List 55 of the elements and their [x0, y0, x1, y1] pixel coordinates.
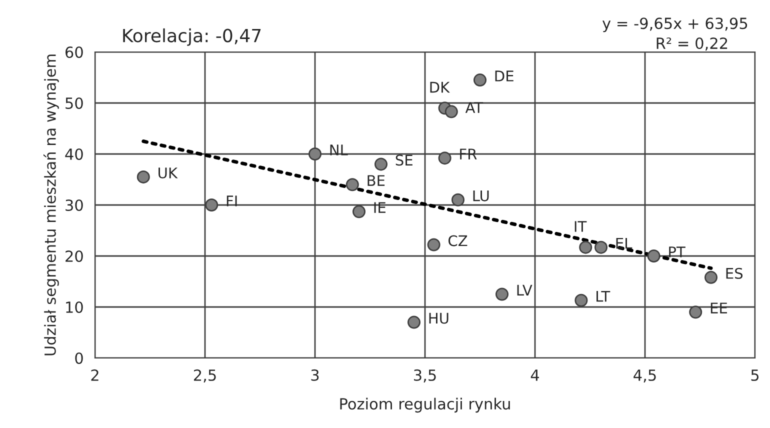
- text: R² = 0,22: [656, 37, 728, 51]
- point: [407, 316, 421, 329]
- x-tick-label: 3: [311, 369, 319, 381]
- point: [574, 294, 588, 307]
- annotation: HU: [429, 312, 448, 324]
- point: [594, 240, 608, 254]
- y-axis-title: Udział segmentu mieszkań na wynajem: [43, 54, 59, 356]
- point: [495, 288, 509, 301]
- point: [374, 158, 388, 171]
- annotation: LV: [517, 284, 532, 296]
- x-tick-label: 5: [751, 370, 759, 381]
- y-tick-label: 10: [66, 301, 83, 314]
- annotation: LU: [473, 190, 489, 202]
- text: y = -9,65x + 63,95: [602, 18, 748, 32]
- annotation: BE: [368, 175, 385, 186]
- point: [205, 198, 218, 212]
- y-tick-label: 50: [66, 97, 83, 110]
- y-tick-label: 60: [66, 46, 83, 58]
- point: [136, 170, 150, 184]
- point: [689, 306, 702, 319]
- annotation: DK: [430, 82, 450, 93]
- point: [647, 249, 660, 263]
- point: [473, 74, 487, 87]
- y-tick-label: 30: [66, 199, 83, 212]
- annotation: AT: [465, 102, 484, 113]
- annotation: EL: [616, 238, 632, 249]
- text: Korelacja: -0,47: [123, 28, 261, 46]
- annotation: NL: [330, 144, 348, 156]
- point: [451, 193, 465, 206]
- point: [438, 152, 452, 165]
- annotation: IT: [574, 221, 587, 232]
- annotation: ES: [726, 268, 743, 279]
- x-tick-label: 2: [91, 369, 98, 381]
- point: [704, 270, 718, 284]
- y-tick-label: 20: [66, 250, 83, 262]
- annotation: PT: [669, 246, 686, 258]
- point: [346, 178, 359, 192]
- y-tick-label: 0: [75, 352, 83, 364]
- x-axis-title: Poziom regulacji rynku: [340, 398, 510, 413]
- x-tick-label: 3,5: [414, 369, 436, 382]
- x-tick-label: 2,5: [194, 369, 216, 382]
- point: [579, 240, 592, 254]
- annotation: SE: [396, 154, 412, 166]
- y-tick-label: 40: [65, 148, 83, 160]
- annotation: UK: [158, 168, 178, 178]
- point: [444, 105, 458, 118]
- annotation: DE: [495, 70, 514, 82]
- annotation: FI: [226, 196, 237, 206]
- x-tick-label: 4,5: [634, 370, 656, 382]
- point: [352, 205, 366, 218]
- point: [427, 238, 440, 252]
- annotation: LT: [596, 290, 610, 302]
- x-tick-label: 4: [530, 370, 540, 381]
- point: [308, 147, 322, 161]
- annotation: CZ: [448, 235, 468, 246]
